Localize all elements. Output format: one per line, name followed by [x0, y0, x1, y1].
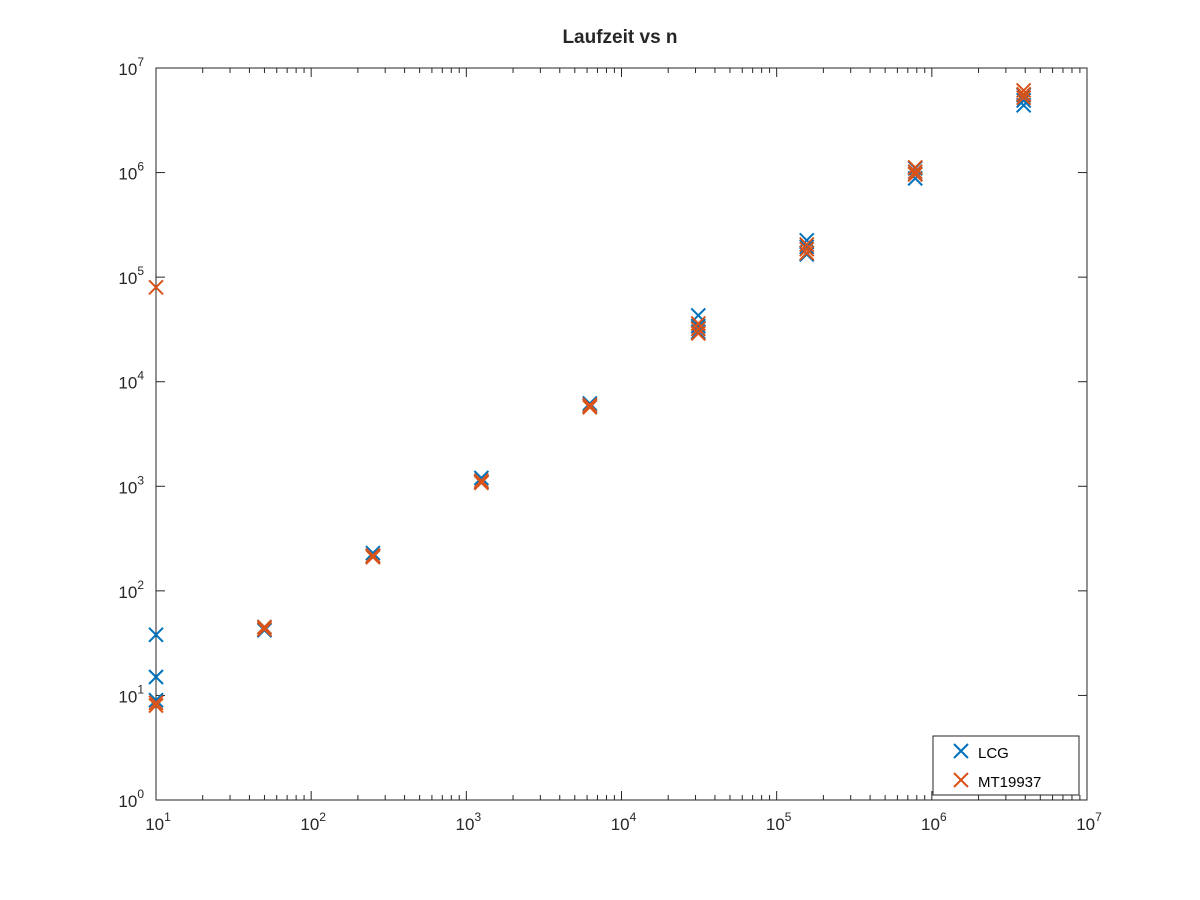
legend-marker-icon [953, 772, 969, 788]
data-point-lcg [690, 318, 706, 334]
data-point-mt19937 [582, 399, 598, 415]
y-tick-label: 106 [118, 160, 144, 184]
x-tick-label: 103 [456, 810, 482, 834]
x-tick-label: 101 [145, 810, 171, 834]
data-point-lcg [148, 692, 164, 708]
x-tick-label: 105 [766, 810, 792, 834]
chart-title: Laufzeit vs n [562, 27, 677, 48]
data-point-mt19937 [473, 473, 490, 489]
data-point-mt19937 [799, 245, 815, 261]
legend-marker-icon [953, 743, 969, 759]
plot-area [155, 67, 1088, 801]
data-point-mt19937 [582, 397, 598, 413]
data-point-mt19937 [690, 325, 706, 342]
data-points [148, 82, 1032, 714]
data-point-mt19937 [148, 695, 164, 711]
data-point-mt19937 [148, 697, 164, 714]
y-tick-label: 105 [118, 264, 144, 288]
data-point-lcg [907, 170, 923, 187]
x-tick-label: 102 [300, 810, 326, 834]
x-tick-label: 106 [921, 810, 947, 834]
data-point-mt19937 [148, 279, 164, 295]
data-point-mt19937 [473, 475, 490, 491]
y-tick-label: 104 [118, 369, 144, 393]
y-tick-label: 100 [118, 787, 144, 811]
y-tick-label: 101 [118, 682, 144, 706]
legend-label-lcg: LCG [978, 745, 1009, 762]
data-point-mt19937 [799, 241, 815, 257]
data-point-lcg [799, 239, 815, 255]
data-point-mt19937 [256, 621, 273, 637]
data-point-mt19937 [1015, 86, 1032, 103]
legend: LCG MT19937 [932, 735, 1080, 796]
y-tick-label: 102 [118, 578, 144, 602]
data-point-lcg [148, 627, 164, 643]
data-point-mt19937 [690, 321, 706, 337]
data-point-lcg [582, 395, 598, 412]
data-point-mt19937 [365, 547, 381, 564]
y-tick-label: 103 [118, 473, 144, 497]
legend-label-mt19937: MT19937 [978, 774, 1041, 791]
x-tick-label: 104 [611, 810, 637, 834]
axis-tick-labels: 101 102 103 104 105 106 1071001011021031041051… [118, 55, 1102, 834]
legend-box [932, 735, 1080, 796]
data-point-lcg [473, 470, 490, 486]
data-point-lcg [365, 545, 381, 561]
data-point-mt19937 [1015, 89, 1032, 106]
data-point-mt19937 [907, 163, 923, 180]
x-tick-label: 107 [1076, 810, 1102, 834]
data-point-lcg [148, 669, 164, 685]
data-point-lcg [1015, 97, 1032, 113]
legend-marker-lcg [953, 743, 969, 759]
data-point-mt19937 [365, 549, 381, 565]
data-point-mt19937 [907, 159, 923, 176]
axis-ticks [155, 67, 1087, 801]
data-point-mt19937 [1015, 82, 1032, 99]
data-point-mt19937 [907, 166, 923, 183]
data-point-mt19937 [256, 619, 273, 635]
y-tick-label: 107 [118, 55, 144, 79]
legend-marker-mt19937 [953, 772, 969, 788]
